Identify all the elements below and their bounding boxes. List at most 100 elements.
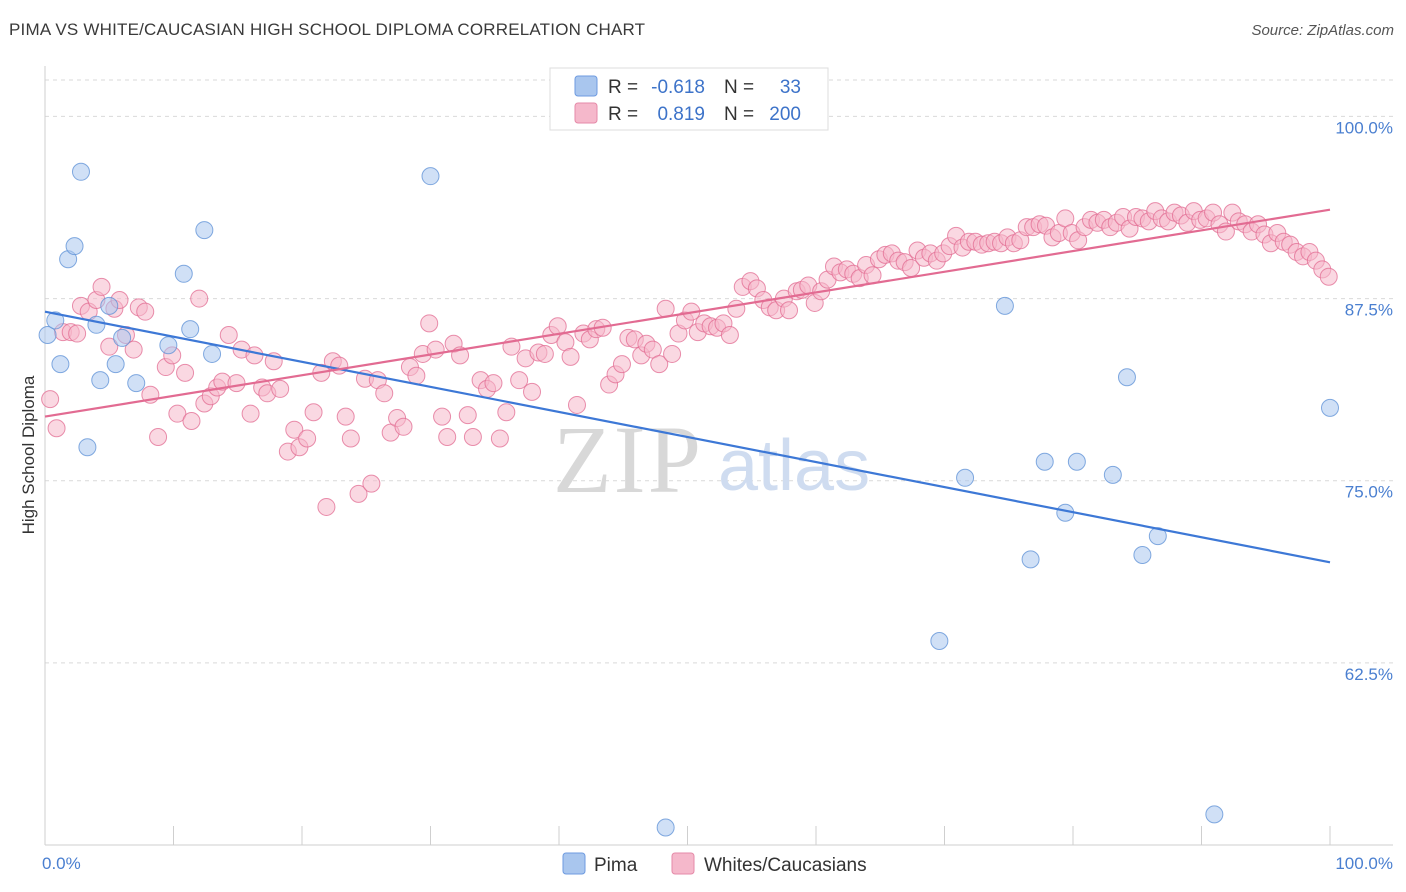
whites-point xyxy=(561,347,580,366)
pima-point xyxy=(1205,805,1224,824)
pima-point xyxy=(127,374,146,393)
pima-point xyxy=(78,438,97,457)
whites-point xyxy=(245,346,264,365)
whites-point xyxy=(490,429,509,448)
pima-point xyxy=(1067,452,1086,471)
whites-point xyxy=(420,314,439,333)
pima-point xyxy=(1117,368,1136,387)
whites-point xyxy=(190,289,209,308)
whites-point xyxy=(523,382,542,401)
pima-point xyxy=(51,355,70,374)
whites-point xyxy=(136,302,155,321)
whites-point xyxy=(336,407,355,426)
legend-swatch-pima-bottom xyxy=(562,852,586,875)
pima-point xyxy=(1035,452,1054,471)
y-tick-label: 87.5% xyxy=(1345,301,1393,320)
pima-point xyxy=(113,328,132,347)
whites-point xyxy=(484,374,503,393)
pima-point xyxy=(1021,550,1040,569)
legend-label-pima: Pima xyxy=(594,855,638,876)
whites-point xyxy=(330,356,349,375)
whites-point xyxy=(47,419,66,438)
legend-r-value-pima: -0.618 xyxy=(651,77,705,98)
source-credit: Source: ZipAtlas.com xyxy=(1251,22,1394,39)
whites-point xyxy=(68,324,87,343)
whites-point xyxy=(149,428,168,446)
pima-point xyxy=(421,167,440,186)
tick-labels: 62.5% 75.0% 87.5% 100.0% 0.0% 100.0% xyxy=(42,118,1393,873)
whites-point xyxy=(650,355,669,374)
pima-point xyxy=(159,336,178,355)
whites-point xyxy=(182,411,201,430)
whites-point xyxy=(271,379,290,398)
pima-point xyxy=(87,315,106,334)
pima-point xyxy=(1148,527,1167,546)
pima-point xyxy=(930,632,949,650)
pima-point xyxy=(91,371,110,390)
trend-lines xyxy=(44,208,1331,564)
whites-point xyxy=(298,429,317,448)
watermark-atlas: atlas xyxy=(718,426,870,506)
whites-point xyxy=(433,407,452,426)
whites-point xyxy=(407,366,426,385)
pima-point xyxy=(956,468,975,487)
watermark-zip: ZIP xyxy=(553,406,703,513)
legend-label-whites: Whites/Caucasians xyxy=(704,855,867,876)
pima-point xyxy=(100,296,119,315)
y-tick-label: 100.0% xyxy=(1335,118,1393,137)
legend-swatch-whites xyxy=(574,102,598,124)
pima-point xyxy=(106,355,125,374)
whites-point xyxy=(362,474,381,493)
whites-point xyxy=(780,301,799,320)
pima-trend-line xyxy=(44,310,1331,564)
pima-point xyxy=(656,818,675,837)
pima-point xyxy=(1321,398,1339,417)
legend-n-value-whites: 200 xyxy=(769,104,801,125)
legend-r-value-whites: 0.819 xyxy=(657,104,705,125)
x-tick-label: 0.0% xyxy=(42,854,81,873)
whites-point xyxy=(227,374,246,393)
legend-swatch-whites-bottom xyxy=(671,852,695,875)
axes xyxy=(44,66,1393,846)
whites-point xyxy=(341,429,360,448)
whites-point xyxy=(612,355,631,374)
whites-point xyxy=(720,326,739,344)
pima-point xyxy=(38,326,57,344)
y-axis-title: High School Diploma xyxy=(19,375,38,534)
legend-n-value-pima: 33 xyxy=(780,77,801,98)
whites-point xyxy=(438,428,457,446)
pima-point xyxy=(46,311,65,330)
whites-point xyxy=(349,484,368,503)
whites-point xyxy=(510,371,529,390)
whites-point xyxy=(176,363,195,382)
whites-point xyxy=(863,266,882,285)
pima-point xyxy=(71,162,90,181)
whites-point xyxy=(304,403,323,422)
legend-r-label-pima: R = xyxy=(608,77,638,98)
legend-r-label-whites: R = xyxy=(608,104,638,125)
whites-point xyxy=(497,403,516,422)
pima-point xyxy=(195,221,214,240)
data-points xyxy=(38,162,1339,837)
pima-point xyxy=(174,264,193,283)
whites-point xyxy=(663,344,682,363)
chart-title: PIMA VS WHITE/CAUCASIAN HIGH SCHOOL DIPL… xyxy=(9,20,646,39)
watermark: ZIP atlas xyxy=(553,406,870,513)
whites-point xyxy=(168,404,187,423)
pima-point xyxy=(995,296,1014,315)
pima-point xyxy=(203,344,222,363)
whites-point xyxy=(285,420,304,439)
whites-point xyxy=(317,497,336,516)
y-tick-label: 62.5% xyxy=(1345,665,1393,684)
whites-point xyxy=(535,344,554,363)
whites-point xyxy=(375,384,394,403)
whites-point xyxy=(394,417,413,436)
legend-n-label-whites: N = xyxy=(724,104,754,125)
y-tick-label: 75.0% xyxy=(1345,483,1393,502)
legend-n-label-pima: N = xyxy=(724,77,754,98)
whites-point xyxy=(567,395,586,414)
legend-swatch-pima xyxy=(574,75,598,97)
whites-point xyxy=(124,340,143,359)
whites-point xyxy=(463,428,482,446)
correlation-legend: R = -0.618 N = 33 R = 0.819 N = 200 xyxy=(549,67,829,131)
